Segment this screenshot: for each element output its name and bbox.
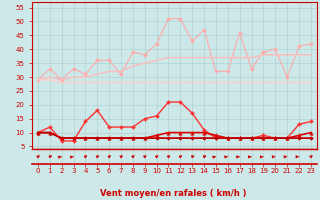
Text: Vent moyen/en rafales ( km/h ): Vent moyen/en rafales ( km/h ) [100,189,246,198]
